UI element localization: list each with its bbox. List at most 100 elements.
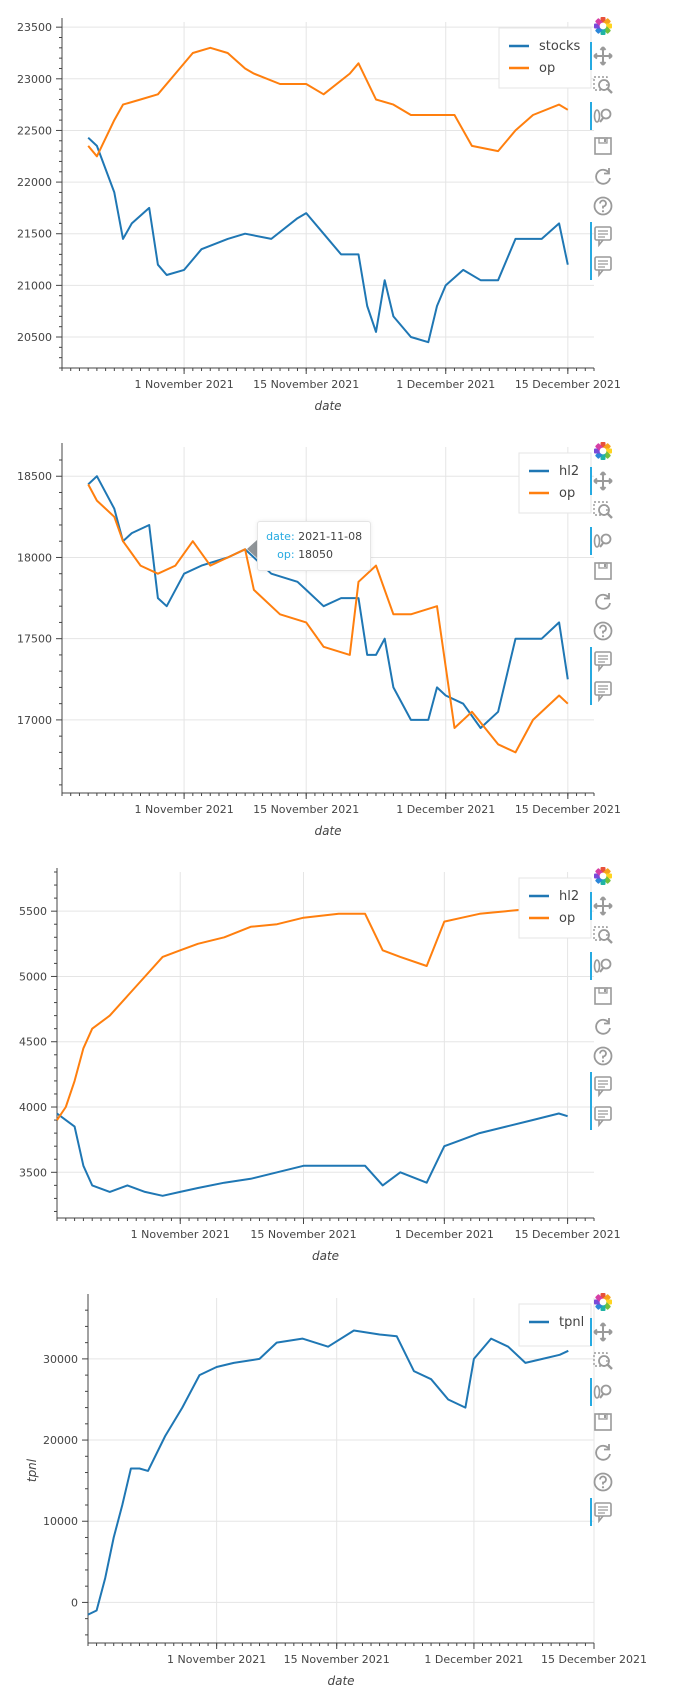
- help-icon: [593, 621, 613, 641]
- hover-tool-button[interactable]: [588, 1074, 618, 1098]
- chart-toolbar: [588, 850, 618, 1270]
- y-tick-label: 22000: [17, 176, 52, 189]
- active-tool-indicator: [590, 1378, 592, 1406]
- hover-tool-button[interactable]: [588, 649, 618, 673]
- x-axis-title: date: [327, 1674, 354, 1688]
- save-tool-button[interactable]: [588, 984, 618, 1008]
- pan-icon: [593, 46, 613, 66]
- legend-label-tpnl[interactable]: tpnl: [559, 1315, 584, 1330]
- hover-tool-button[interactable]: [588, 1104, 618, 1128]
- legend-label-op[interactable]: op: [559, 911, 575, 926]
- x-tick-label: 1 November 2021: [167, 1653, 266, 1666]
- bokeh-logo-tool-button: [588, 14, 618, 38]
- chart-plot-area[interactable]: 0 10000 20000 30000 1 November 2021 15 Novemb…: [0, 1276, 686, 1700]
- chart-plot-area[interactable]: 3500 4000 4500 5000 5500 1 November 2021 15 No…: [0, 850, 686, 1270]
- series-line-tpnl[interactable]: [87, 1329, 569, 1616]
- series-line-op[interactable]: [87, 46, 569, 158]
- chart-plot-area[interactable]: 20500 21000 21500 22000 22500 23000 23500 1 Nov…: [0, 0, 686, 420]
- pan-tool-button[interactable]: [588, 1320, 618, 1344]
- chart-panel-3: 3500 4000 4500 5000 5500 1 November 2021 15 No…: [0, 850, 686, 1270]
- hover-tool-button[interactable]: [588, 679, 618, 703]
- pan-tool-button[interactable]: [588, 469, 618, 493]
- save-icon: [594, 137, 612, 155]
- y-axis-title: tpnl: [25, 1458, 39, 1482]
- y-tick-label: 17000: [17, 714, 52, 727]
- series-line-op[interactable]: [87, 483, 569, 754]
- help-tool-button[interactable]: [588, 1044, 618, 1068]
- legend-label-op[interactable]: op: [559, 486, 575, 501]
- hover-icon: [594, 1502, 612, 1523]
- wheel-zoom-tool-button[interactable]: [588, 104, 618, 128]
- save-tool-button[interactable]: [588, 1410, 618, 1434]
- save-tool-button[interactable]: [588, 134, 618, 158]
- x-tick-label: 1 November 2021: [134, 378, 233, 391]
- legend-label-stocks[interactable]: stocks: [539, 39, 580, 54]
- x-tick-label: 15 December 2021: [515, 1228, 621, 1241]
- x-tick-label: 15 November 2021: [253, 378, 359, 391]
- hover-tool-button[interactable]: [588, 254, 618, 278]
- legend-label-op[interactable]: op: [539, 61, 555, 76]
- help-tool-button[interactable]: [588, 619, 618, 643]
- series-line-hl2[interactable]: [56, 1112, 568, 1197]
- legend-label-hl2[interactable]: hl2: [559, 464, 579, 479]
- reset-tool-button[interactable]: [588, 164, 618, 188]
- wheel-zoom-icon: [593, 958, 612, 973]
- help-tool-button[interactable]: [588, 194, 618, 218]
- pan-tool-button[interactable]: [588, 894, 618, 918]
- reset-tool-button[interactable]: [588, 1440, 618, 1464]
- bokeh-logo-icon: [594, 442, 612, 460]
- reset-tool-button[interactable]: [588, 1014, 618, 1038]
- series-line-hl2[interactable]: [87, 475, 569, 729]
- active-tool-indicator: [590, 467, 592, 495]
- tooltip-op-row: op: 18050: [266, 546, 362, 564]
- pan-icon: [593, 896, 613, 916]
- y-tick-label: 23500: [17, 21, 52, 34]
- tooltip-date-value: 2021-11-08: [298, 530, 363, 544]
- wheel-zoom-tool-button[interactable]: [588, 1380, 618, 1404]
- legend: hl2 op: [518, 452, 592, 514]
- save-icon: [594, 1413, 612, 1431]
- hover-tool-button[interactable]: [588, 224, 618, 248]
- x-axis-title: date: [312, 1249, 339, 1263]
- hover-tooltip: date: 2021-11-08 op: 18050: [257, 521, 372, 572]
- save-icon: [594, 987, 612, 1005]
- reset-icon: [595, 168, 611, 185]
- legend-box: [518, 877, 592, 939]
- wheel-zoom-tool-button[interactable]: [588, 529, 618, 553]
- legend-label-hl2[interactable]: hl2: [559, 889, 579, 904]
- box-zoom-icon: [593, 926, 613, 944]
- box-zoom-tool-button[interactable]: [588, 499, 618, 523]
- active-tool-indicator: [590, 1318, 592, 1346]
- active-tool-indicator: [590, 222, 592, 280]
- x-tick-label: 1 December 2021: [395, 1228, 494, 1241]
- y-tick-label: 21000: [17, 279, 52, 292]
- save-tool-button[interactable]: [588, 559, 618, 583]
- x-tick-label: 15 December 2021: [541, 1653, 647, 1666]
- legend: stocks op: [498, 27, 592, 89]
- y-tick-label: 21500: [17, 228, 52, 241]
- y-tick-label: 30000: [43, 1353, 78, 1366]
- box-zoom-icon: [593, 76, 613, 94]
- reset-tool-button[interactable]: [588, 589, 618, 613]
- help-tool-button[interactable]: [588, 1470, 618, 1494]
- x-tick-label: 15 December 2021: [515, 803, 621, 816]
- active-tool-indicator: [590, 102, 592, 130]
- box-zoom-tool-button[interactable]: [588, 74, 618, 98]
- wheel-zoom-tool-button[interactable]: [588, 954, 618, 978]
- legend-box: [518, 1303, 592, 1347]
- box-zoom-tool-button[interactable]: [588, 1350, 618, 1374]
- hover-tool-button[interactable]: [588, 1500, 618, 1524]
- legend-box: [498, 27, 592, 89]
- y-tick-label: 23000: [17, 73, 52, 86]
- x-tick-label: 15 December 2021: [515, 378, 621, 391]
- box-zoom-tool-button[interactable]: [588, 924, 618, 948]
- chart-plot-area[interactable]: 17000 17500 18000 18500 1 November 2021 15 No…: [0, 425, 686, 845]
- active-tool-indicator: [590, 1498, 592, 1526]
- pan-tool-button[interactable]: [588, 44, 618, 68]
- series-line-stocks[interactable]: [87, 136, 569, 344]
- box-zoom-icon: [593, 1352, 613, 1370]
- tooltip-op-value: 18050: [298, 548, 334, 562]
- y-tick-label: 5000: [19, 970, 47, 983]
- tooltip-date-row: date: 2021-11-08: [266, 528, 362, 546]
- series-line-op[interactable]: [56, 902, 568, 1121]
